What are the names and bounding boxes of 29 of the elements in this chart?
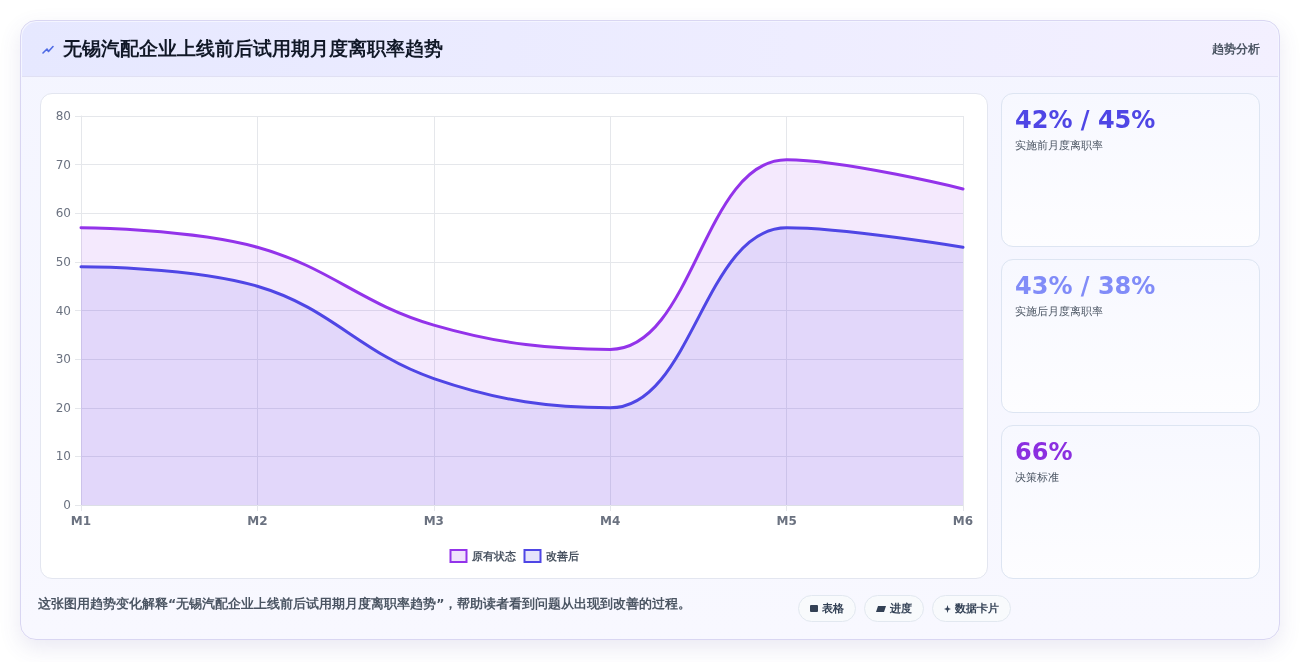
text: 66% [1015, 438, 1073, 466]
x-tick-label: M5 [776, 514, 797, 528]
y-tick-label: 70 [55, 157, 71, 172]
text: 这张图用趋势变化解释“无锡汽配企业上线前后试用期月度离职率趋势”，帮助读者看到问题从出现到改善的过程。 [38, 596, 692, 612]
x-tick-label: M6 [952, 514, 974, 528]
x-tick-label: M3 [423, 514, 444, 528]
y-tick-label: 30 [55, 352, 71, 367]
text: 实施后月度离职率 [1015, 304, 1103, 319]
chart-title: 无锡汽配企业上线前后试用期月度离职率趋势 [63, 37, 443, 61]
text: 43% / 38% [1015, 272, 1156, 300]
text: 数据卡片 [955, 601, 999, 616]
y-tick-label: 10 [55, 449, 71, 464]
legend-label: 原有状态 [470, 549, 517, 563]
text: 表格 [822, 601, 844, 616]
y-tick-label: 0 [63, 498, 71, 512]
x-tick-label: M2 [247, 514, 268, 528]
y-tick-label: 60 [55, 206, 71, 221]
text: 42% / 45% [1015, 106, 1156, 134]
y-tick-label: 40 [55, 303, 71, 318]
y-tick-label: 50 [55, 254, 71, 269]
text: 趋势分析 [1212, 41, 1260, 57]
text: 决策标准 [1015, 470, 1059, 485]
x-tick-label: M4 [600, 514, 621, 528]
y-tick-label: 80 [55, 109, 71, 123]
y-tick-label: 20 [55, 400, 71, 415]
text: 实施前月度离职率 [1015, 138, 1103, 153]
legend-label: 改善后 [545, 549, 579, 563]
text: 进度 [890, 601, 912, 616]
x-tick-label: M1 [70, 514, 92, 528]
